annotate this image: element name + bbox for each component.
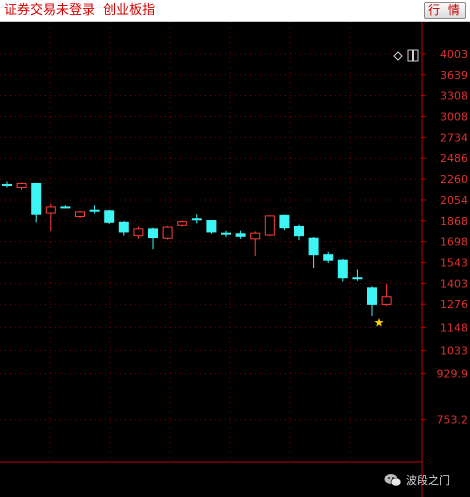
candle — [75, 210, 85, 219]
wechat-icon — [384, 473, 402, 486]
watermark-text: 波段之门 — [406, 473, 450, 487]
candle — [191, 214, 202, 224]
y-tick-label: 1148 — [440, 321, 468, 334]
toolbar-title: 证券交易未登录 创业板指 — [4, 3, 155, 19]
price-axis: 4003 3639 3308 3008 2734 2486 2260 2054 1868 1698… — [0, 22, 468, 497]
candle — [162, 225, 173, 240]
candle-body-up — [264, 215, 275, 236]
candle-body-down — [60, 206, 71, 209]
chart-tools — [393, 49, 419, 62]
watermark: 波段之门 — [384, 469, 468, 491]
y-tick-label: 4003 — [440, 48, 468, 61]
toolbar: 证券交易未登录 创业板指 行 情 — [0, 0, 470, 22]
y-tick-label: 3008 — [440, 110, 468, 123]
star-marker-icon: ★ — [374, 315, 385, 329]
y-tick-label: 3308 — [440, 90, 468, 103]
y-tick-label: 2054 — [440, 194, 468, 207]
candle — [177, 220, 188, 227]
candle — [31, 182, 42, 223]
candle-body-up — [16, 182, 27, 188]
candle-body-down — [191, 218, 202, 221]
index-name: 创业板指 — [103, 3, 156, 18]
y-tick-label: 1276 — [440, 298, 468, 311]
y-tick-label: 2486 — [440, 152, 468, 165]
candle — [235, 230, 246, 239]
candle-body-down — [104, 210, 115, 223]
candle-body-down — [2, 183, 12, 186]
candle-body-down — [235, 233, 246, 237]
candle — [337, 258, 348, 282]
candle-body-up — [250, 232, 261, 240]
candle — [60, 205, 71, 209]
y-tick-label: 3639 — [440, 69, 468, 82]
candle — [294, 224, 304, 241]
candle-body-down — [118, 221, 129, 233]
candle — [16, 182, 27, 190]
candle-body-down — [308, 237, 319, 256]
candle-body-up — [381, 296, 392, 305]
candle — [2, 181, 12, 188]
candle-body-down — [148, 228, 158, 239]
candle — [133, 226, 144, 239]
candle — [264, 215, 275, 237]
candle-body-down — [31, 182, 42, 215]
y-tick-label: 753.2 — [437, 414, 469, 427]
candle-body-up — [162, 226, 173, 239]
y-tick-label: 2734 — [440, 131, 468, 144]
candle-body-up — [75, 211, 85, 217]
candle — [279, 214, 290, 231]
candle — [148, 227, 158, 250]
grid-layer — [0, 22, 422, 462]
candle-body-down — [367, 287, 377, 305]
candle-body-up — [45, 206, 56, 214]
candle-body-up — [133, 228, 144, 237]
candle — [206, 219, 217, 234]
candle — [104, 209, 115, 225]
y-tick-label: 2260 — [440, 173, 468, 186]
candle-body-down — [89, 209, 100, 212]
quote-button[interactable]: 行 情 — [424, 2, 466, 19]
candle — [250, 231, 261, 257]
candle — [352, 269, 363, 281]
candle — [45, 203, 56, 232]
y-tick-label: 1868 — [440, 215, 468, 228]
candle-body-down — [294, 225, 304, 237]
y-tick-label: 929.9 — [437, 367, 469, 380]
y-tick-label: 1403 — [440, 277, 468, 290]
candle — [381, 283, 392, 307]
y-tick-label: 1033 — [440, 344, 468, 357]
candlestick-chart: 4003 3639 3308 3008 2734 2486 2260 2054 1868 1698… — [0, 22, 468, 497]
candle-body-down — [337, 259, 348, 279]
panel-toggle-icon-inner — [412, 50, 414, 61]
y-tick-label: 1543 — [440, 257, 468, 270]
candle-body-down — [323, 254, 334, 261]
candle-body-down — [221, 232, 231, 235]
candle-body-down — [352, 277, 363, 280]
candle — [323, 251, 334, 264]
candle — [118, 221, 129, 236]
candle-body-down — [279, 214, 290, 229]
diamond-icon[interactable] — [393, 51, 403, 61]
y-tick-label: 1698 — [440, 236, 468, 249]
candle-layer — [2, 181, 392, 316]
candle — [221, 230, 231, 237]
candle-body-up — [177, 221, 188, 226]
candle — [308, 236, 319, 269]
candle — [89, 205, 100, 214]
marker-layer: ★ — [374, 315, 385, 329]
account-status: 证券交易未登录 — [4, 3, 96, 18]
candle-body-down — [206, 220, 217, 233]
candle — [367, 286, 377, 316]
